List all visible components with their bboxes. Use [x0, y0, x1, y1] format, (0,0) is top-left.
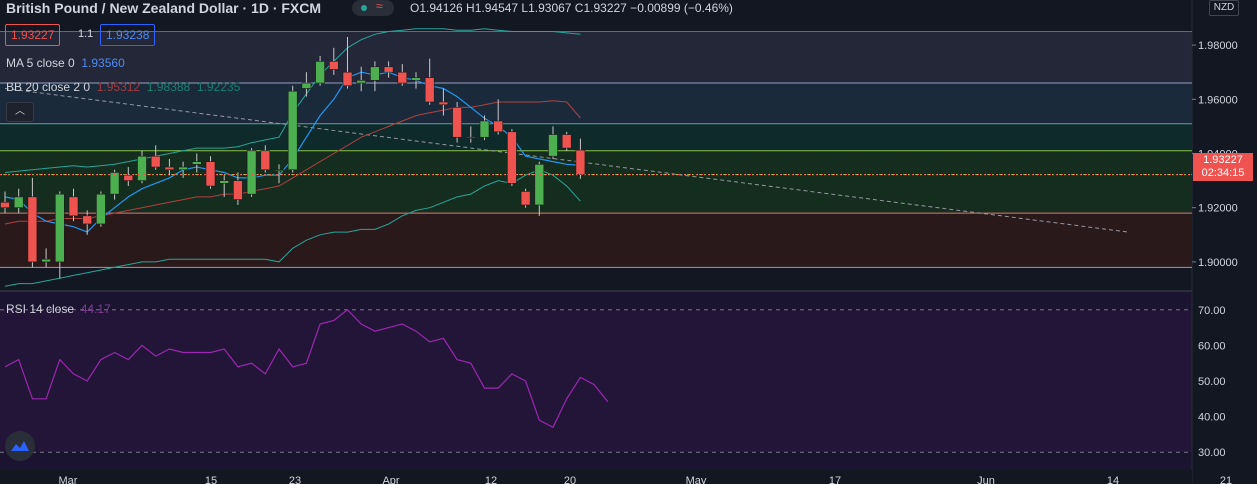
- price-zone: [0, 213, 1192, 268]
- bb-upper-value: 1.98388: [146, 80, 191, 94]
- chart-title: British Pound / New Zealand Dollar · 1D …: [6, 0, 322, 16]
- candle: [479, 120, 490, 138]
- rsi-line: [4, 308, 609, 429]
- ma-legend[interactable]: MA 5 close 0 1.93560: [6, 56, 125, 70]
- price-zone: [0, 123, 1192, 151]
- candle: [575, 149, 586, 175]
- current-price-label: 1.93227 02:34:15: [1193, 153, 1253, 181]
- wave-icon: ≈: [376, 0, 383, 13]
- live-dot-icon: [361, 5, 367, 11]
- currency-badge[interactable]: NZD: [1209, 0, 1239, 16]
- price-tick-label: 1.92000: [1198, 203, 1238, 215]
- sell-price-button[interactable]: 1.93227: [5, 24, 61, 46]
- candle: [246, 150, 257, 195]
- candle: [465, 136, 476, 139]
- bar-countdown: 02:34:15: [1201, 167, 1245, 179]
- rsi-legend[interactable]: RSI 14 close 44.17: [6, 302, 111, 316]
- rsi-tick-label: 40.00: [1198, 412, 1226, 424]
- candle: [192, 161, 202, 165]
- spread-value: 1.1: [78, 28, 94, 40]
- price-tick-label: 1.98000: [1198, 40, 1238, 52]
- current-price-value: 1.93227: [1203, 154, 1243, 166]
- price-zone: [0, 150, 1192, 214]
- candle: [328, 61, 339, 70]
- rsi-label: RSI 14 close: [6, 302, 75, 316]
- price-axis-bg: [1192, 0, 1257, 484]
- candle: [68, 196, 79, 217]
- candle: [137, 155, 147, 181]
- market-status-pill[interactable]: ≈: [352, 0, 394, 16]
- candle: [96, 193, 106, 225]
- tradingview-logo-icon[interactable]: [5, 431, 35, 461]
- candle: [260, 150, 271, 171]
- time-tick-label: 12: [485, 475, 497, 484]
- candle: [274, 169, 284, 172]
- candle: [383, 66, 394, 73]
- price-tick-label: 1.90000: [1198, 257, 1238, 269]
- candle: [534, 164, 545, 206]
- rsi-value: 44.17: [80, 302, 111, 316]
- ma-label: MA 5 close 0: [6, 56, 75, 70]
- candle: [164, 166, 175, 171]
- buy-price-button[interactable]: 1.93238: [100, 24, 156, 46]
- candle: [397, 71, 408, 84]
- candle: [315, 61, 325, 84]
- rsi-tick-label: 50.00: [1198, 376, 1226, 388]
- candle: [356, 80, 367, 84]
- time-tick-label: 20: [564, 475, 576, 484]
- time-tick-label: 21: [1220, 475, 1232, 484]
- candle: [54, 193, 65, 263]
- candle: [233, 180, 243, 200]
- bb-legend[interactable]: BB 20 close 2 0 1.95312 1.98388 1.92235: [6, 80, 240, 94]
- candle: [411, 77, 421, 81]
- candle: [0, 201, 10, 208]
- bb-label: BB 20 close 2 0: [6, 80, 91, 94]
- candle: [287, 90, 298, 171]
- price-zone: [0, 83, 1192, 124]
- price-zone: [0, 31, 1192, 84]
- ohlc-readout: O1.94126 H1.94547 L1.93067 C1.93227 −0.0…: [410, 1, 733, 15]
- candle: [561, 134, 572, 149]
- bb-lower-line: [4, 169, 581, 287]
- rsi-tick-label: 60.00: [1198, 340, 1226, 352]
- candle: [82, 215, 92, 225]
- price-tick-label: 1.96000: [1198, 94, 1238, 106]
- candle: [178, 166, 188, 171]
- time-tick-label: 15: [205, 475, 217, 484]
- candle: [219, 180, 229, 184]
- rsi-band: [0, 309, 1192, 453]
- candle: [150, 155, 161, 168]
- rsi-tick-label: 30.00: [1198, 447, 1226, 459]
- candle: [342, 71, 353, 87]
- candle: [438, 101, 449, 106]
- time-axis-bg: [0, 470, 1192, 484]
- bb-basis-value: 1.95312: [96, 80, 141, 94]
- time-tick-label: 23: [289, 475, 301, 484]
- ma-value: 1.93560: [81, 56, 125, 70]
- candle: [520, 191, 531, 206]
- candle: [507, 131, 517, 184]
- candle: [13, 196, 24, 209]
- time-tick-label: Apr: [382, 475, 399, 484]
- time-tick-label: 17: [829, 475, 841, 484]
- candle: [452, 107, 462, 138]
- chevron-up-icon[interactable]: ︿: [6, 102, 34, 122]
- candle: [205, 161, 216, 187]
- time-tick-label: Mar: [59, 475, 78, 484]
- candle: [548, 134, 558, 157]
- time-tick-label: 14: [1107, 475, 1119, 484]
- candle: [27, 196, 38, 263]
- candle: [41, 258, 51, 263]
- candle: [424, 77, 435, 103]
- candle: [301, 82, 312, 89]
- time-tick-label: May: [686, 475, 707, 484]
- candle: [493, 120, 504, 133]
- candle: [123, 174, 134, 181]
- candle: [109, 172, 120, 195]
- rsi-tick-label: 70.00: [1198, 305, 1226, 317]
- bb-lower-value: 1.92235: [196, 80, 241, 94]
- time-tick-label: Jun: [977, 475, 995, 484]
- candle: [370, 66, 380, 81]
